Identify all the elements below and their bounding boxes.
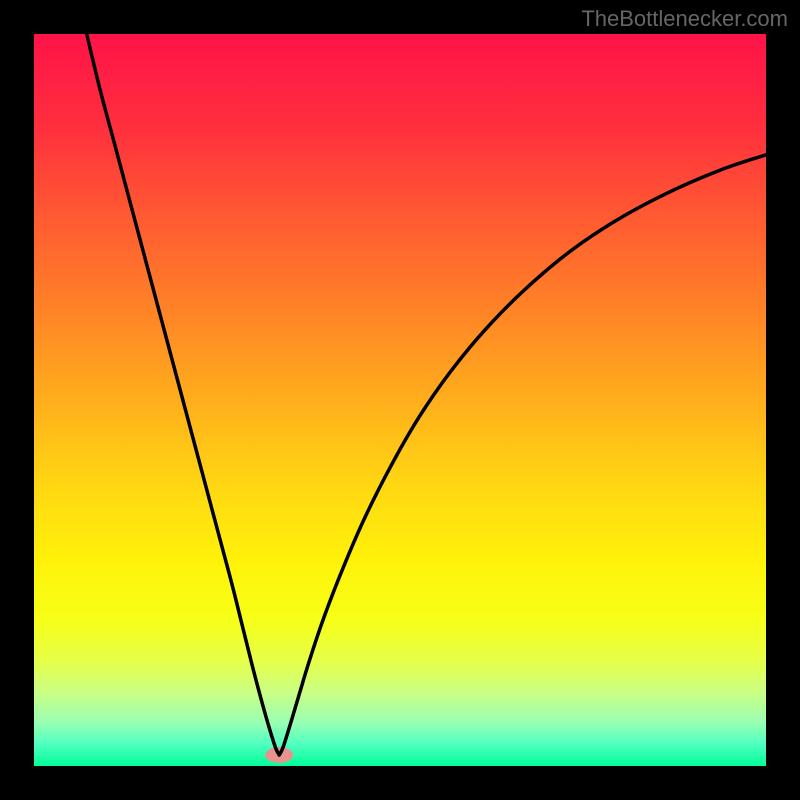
chart-svg [34, 34, 766, 766]
border-bottom [0, 766, 800, 800]
border-left [0, 0, 34, 800]
chart-background [34, 34, 766, 766]
chart-container: TheBottlenecker.com [0, 0, 800, 800]
plot-area [34, 34, 766, 766]
border-right [766, 0, 800, 800]
watermark-text: TheBottlenecker.com [581, 6, 788, 32]
